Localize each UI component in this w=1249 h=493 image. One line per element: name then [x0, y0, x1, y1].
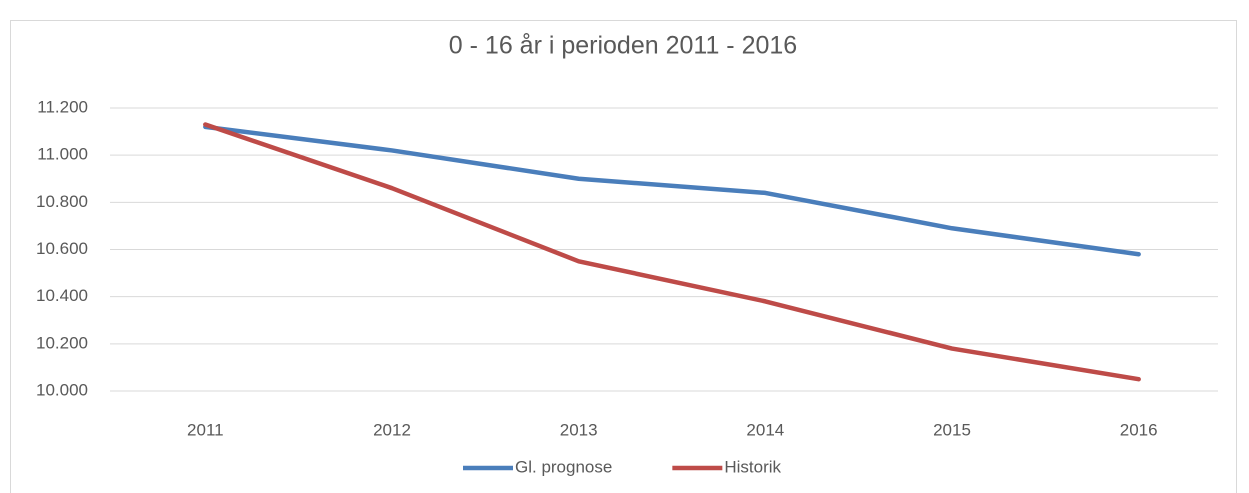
- x-tick-label: 2016: [1120, 420, 1158, 439]
- data-line: [203, 122, 1141, 382]
- x-tick-label: 2015: [933, 420, 971, 439]
- y-tick-label: 10.600: [36, 239, 88, 258]
- chart-frame: [10, 20, 1237, 493]
- x-tick-label: 2014: [746, 420, 784, 439]
- x-tick-label: 2013: [560, 420, 598, 439]
- y-tick-label: 10.800: [36, 192, 88, 211]
- x-tick-label: 2011: [187, 420, 224, 439]
- y-tick-label: 11.000: [37, 145, 88, 164]
- y-tick-label: 10.200: [36, 333, 88, 352]
- y-tick-label: 10.400: [36, 286, 88, 305]
- y-tick-label: 10.000: [36, 380, 88, 399]
- legend-label: Historik: [724, 457, 781, 476]
- y-tick-label: 11.200: [37, 97, 88, 116]
- data-line: [203, 124, 1141, 257]
- x-tick-label: 2012: [373, 420, 411, 439]
- legend-label: Gl. prognose: [515, 457, 612, 476]
- chart-title: 0 - 16 år i perioden 2011 - 2016: [449, 32, 797, 60]
